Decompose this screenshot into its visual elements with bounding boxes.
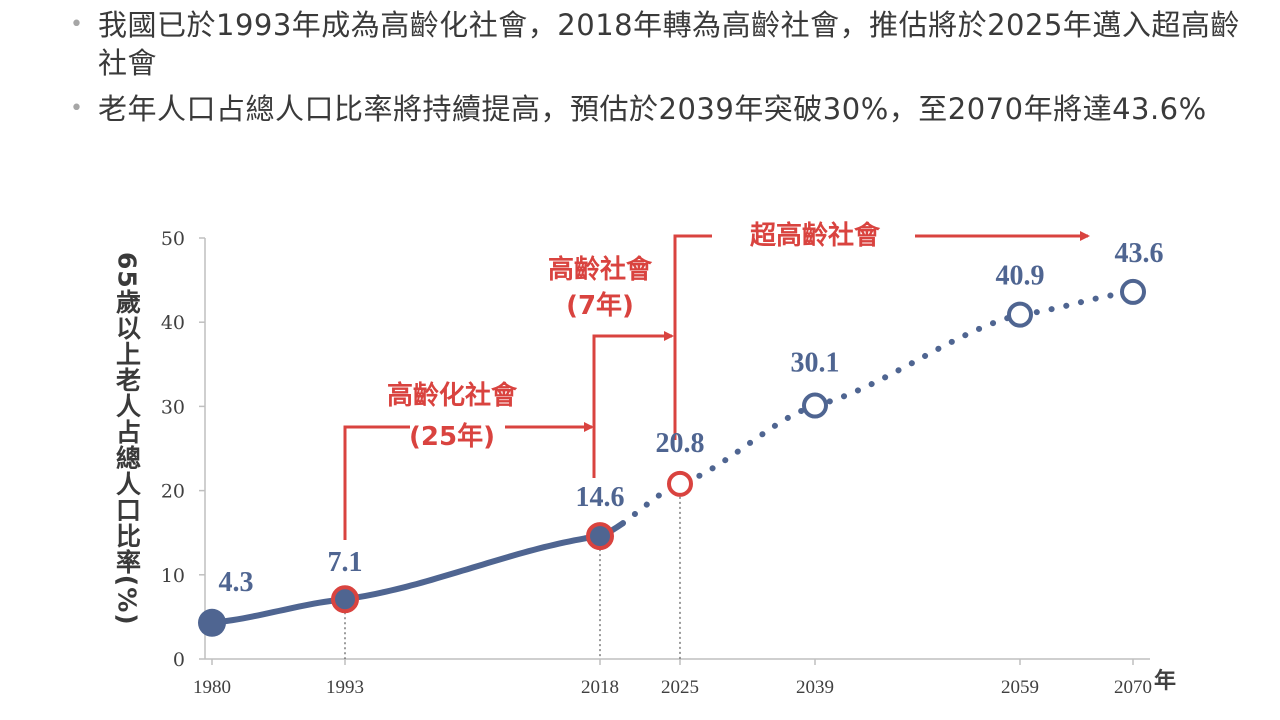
x-tick-label: 2059 [1001, 677, 1039, 698]
data-label: 40.9 [996, 261, 1045, 292]
x-tick-label: 2018 [581, 677, 619, 698]
x-tick-label: 1980 [193, 677, 231, 698]
data-label: 4.3 [219, 567, 254, 598]
data-label: 43.6 [1115, 238, 1164, 269]
bullet-icon: • [70, 12, 83, 37]
x-tick-label: 2070 [1114, 677, 1152, 698]
y-tick-label: 10 [161, 565, 185, 587]
bullet-list: • 我國已於1993年成為高齡化社會，2018年轉為高齡社會，推估將於2025年… [70, 6, 1250, 136]
annotation-label: 高齡社會 [548, 254, 653, 285]
data-point [1120, 278, 1146, 305]
x-tick-label: 2025 [661, 677, 699, 698]
bullet-text: 老年人口占總人口比率將持續提高，預估於2039年突破30%，至2070年將達43… [98, 92, 1207, 126]
data-label: 14.6 [576, 482, 625, 513]
series-line-projected [619, 288, 1136, 527]
data-point [586, 522, 614, 551]
data-label: 30.1 [791, 348, 840, 379]
y-tick-label: 0 [173, 649, 185, 671]
bracket-line [343, 425, 410, 540]
y-tick-label: 20 [161, 481, 185, 503]
data-point [331, 585, 359, 614]
y-axis-label: 65歲以上老人占總人口比率(%) [113, 252, 142, 626]
series-line-actual [209, 520, 626, 626]
data-point [667, 470, 693, 497]
data-point [1007, 301, 1033, 328]
bullet-icon: • [70, 96, 83, 121]
bullet-text: 我國已於1993年成為高齡化社會，2018年轉為高齡社會，推估將於2025年邁入… [98, 8, 1240, 80]
annotation-label: (25年) [409, 421, 495, 452]
x-tick-label: 1993 [326, 677, 364, 698]
data-point [802, 392, 828, 419]
data-label: 20.8 [656, 428, 705, 459]
y-tick-label: 40 [161, 312, 185, 334]
x-axis-label: 年 [1154, 668, 1176, 694]
y-tick-label: 50 [161, 228, 185, 250]
bullet-item: • 老年人口占總人口比率將持續提高，預估於2039年突破30%，至2070年將達… [70, 90, 1250, 128]
annotation-label: 高齡化社會 [387, 380, 518, 411]
annotation-label: 超高齡社會 [750, 220, 881, 251]
bullet-item: • 我國已於1993年成為高齡化社會，2018年轉為高齡社會，推估將於2025年… [70, 6, 1250, 82]
arrow-line [592, 331, 674, 478]
data-point [198, 608, 226, 637]
x-tick-label: 2039 [796, 677, 834, 698]
bracket-line [673, 234, 712, 440]
y-tick-label: 30 [161, 396, 185, 418]
data-label: 7.1 [328, 547, 363, 578]
annotation-label: (7年) [566, 290, 634, 321]
